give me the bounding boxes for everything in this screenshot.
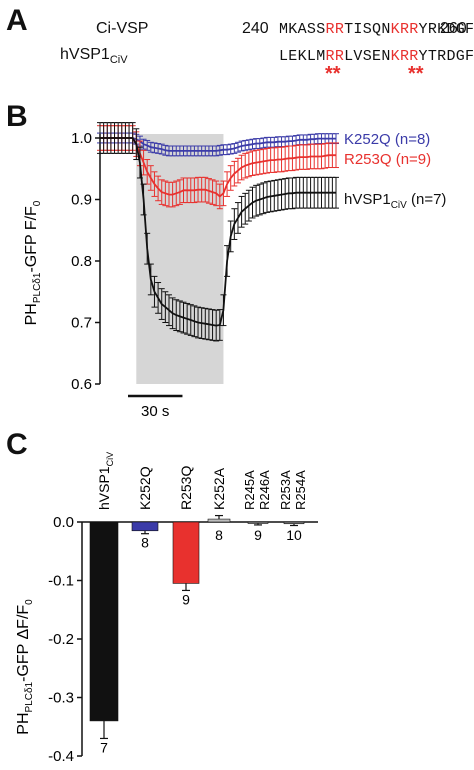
n-label: 9 (182, 591, 190, 607)
asterisk-marks-1: ** (325, 63, 341, 85)
stimulation-shading (136, 134, 224, 384)
bar-group: 7 8 9 8 9 10 (89, 514, 305, 755)
category-labels: hVSP1CiV K252Q R253Q K252A R245A R246A R253A R2… (96, 452, 308, 510)
y-tick-label: -0.3 (48, 690, 74, 707)
y-axis: -0.4 -0.3 -0.2 -0.1 0.0 (48, 514, 318, 765)
category-label: R245A (242, 470, 257, 510)
category-label-line2: R254A (293, 470, 308, 510)
y-tick-label: -0.2 (48, 631, 74, 648)
time-scale-bar: 30 s (128, 394, 183, 420)
legend-hvsp1: hVSP1CiV (n=7) (344, 191, 446, 211)
y-tick-label: 0.9 (71, 192, 92, 209)
category-label: R253A (278, 470, 293, 510)
category-label: hVSP1CiV (96, 452, 115, 510)
y-tick-label: 0.0 (53, 514, 74, 531)
category-label: K252A (211, 467, 227, 510)
stim-rect (136, 134, 224, 384)
y-axis-label: PHPLCδ1-GFP F/F0 (23, 200, 43, 325)
y-tick-label: 0.8 (71, 253, 92, 270)
time-course-chart: 0.6 0.7 0.8 0.9 1.0 K252Q (n=8) R253Q (n=9) hV… (23, 122, 446, 420)
bar-chart: -0.4 -0.3 -0.2 -0.1 0.0 7 8 9 8 9 10 hVSP1CiV K252… (15, 452, 318, 765)
bar-3 (207, 518, 231, 523)
y-tick-label: 1.0 (71, 130, 92, 147)
y-axis-label: PHPLCδ1-GFP ΔF/F0 (15, 599, 35, 735)
n-label: 9 (254, 527, 262, 543)
category-label-line2: R246A (257, 470, 272, 510)
sequence-residues-hvsp1: LEKLMRRLVSENKRRYTRDGF (279, 48, 474, 65)
y-axis: 0.6 0.7 0.8 0.9 1.0 (71, 130, 101, 393)
panel-b-label: B (6, 100, 28, 133)
sequence-residues-civsp: MKASSRRTISQNKRRYRKDGF (279, 21, 474, 38)
bar-1 (131, 521, 159, 532)
bar-2 (172, 521, 200, 584)
category-label: R253Q (178, 466, 194, 510)
y-tick-label: -0.1 (48, 573, 74, 590)
bar-5 (283, 521, 305, 525)
n-label: 10 (286, 527, 302, 543)
y-tick-label: 0.6 (71, 376, 92, 393)
series-line (100, 137, 336, 327)
panel-c-label: C (6, 428, 28, 461)
n-label: 7 (100, 739, 108, 755)
sequence-start-number: 240 (242, 20, 269, 37)
legend-k252q: K252Q (n=8) (344, 131, 430, 148)
series-line (100, 137, 336, 198)
n-label: 8 (141, 535, 149, 551)
legend-r253q: R253Q (n=9) (344, 151, 431, 168)
bar-0 (89, 521, 119, 722)
y-tick-label: 0.7 (71, 315, 92, 332)
scale-bar-label: 30 s (141, 403, 169, 420)
n-label: 8 (215, 527, 223, 543)
asterisk-marks-2: ** (408, 63, 424, 85)
category-label: K252Q (137, 466, 153, 510)
series-2 (97, 122, 339, 342)
sequence-row-hvsp1: hVSP1CiV (60, 46, 128, 67)
legend: K252Q (n=8) R253Q (n=9) hVSP1CiV (n=7) (344, 131, 446, 211)
sequence-name: Ci-VSP (96, 20, 149, 37)
sequence-end-number: 260 (440, 20, 467, 37)
series-group (97, 122, 339, 342)
panel-a-label: A (6, 4, 28, 37)
y-tick-label: -0.4 (48, 748, 74, 765)
sequence-row-civsp: Ci-VSP (96, 20, 148, 38)
